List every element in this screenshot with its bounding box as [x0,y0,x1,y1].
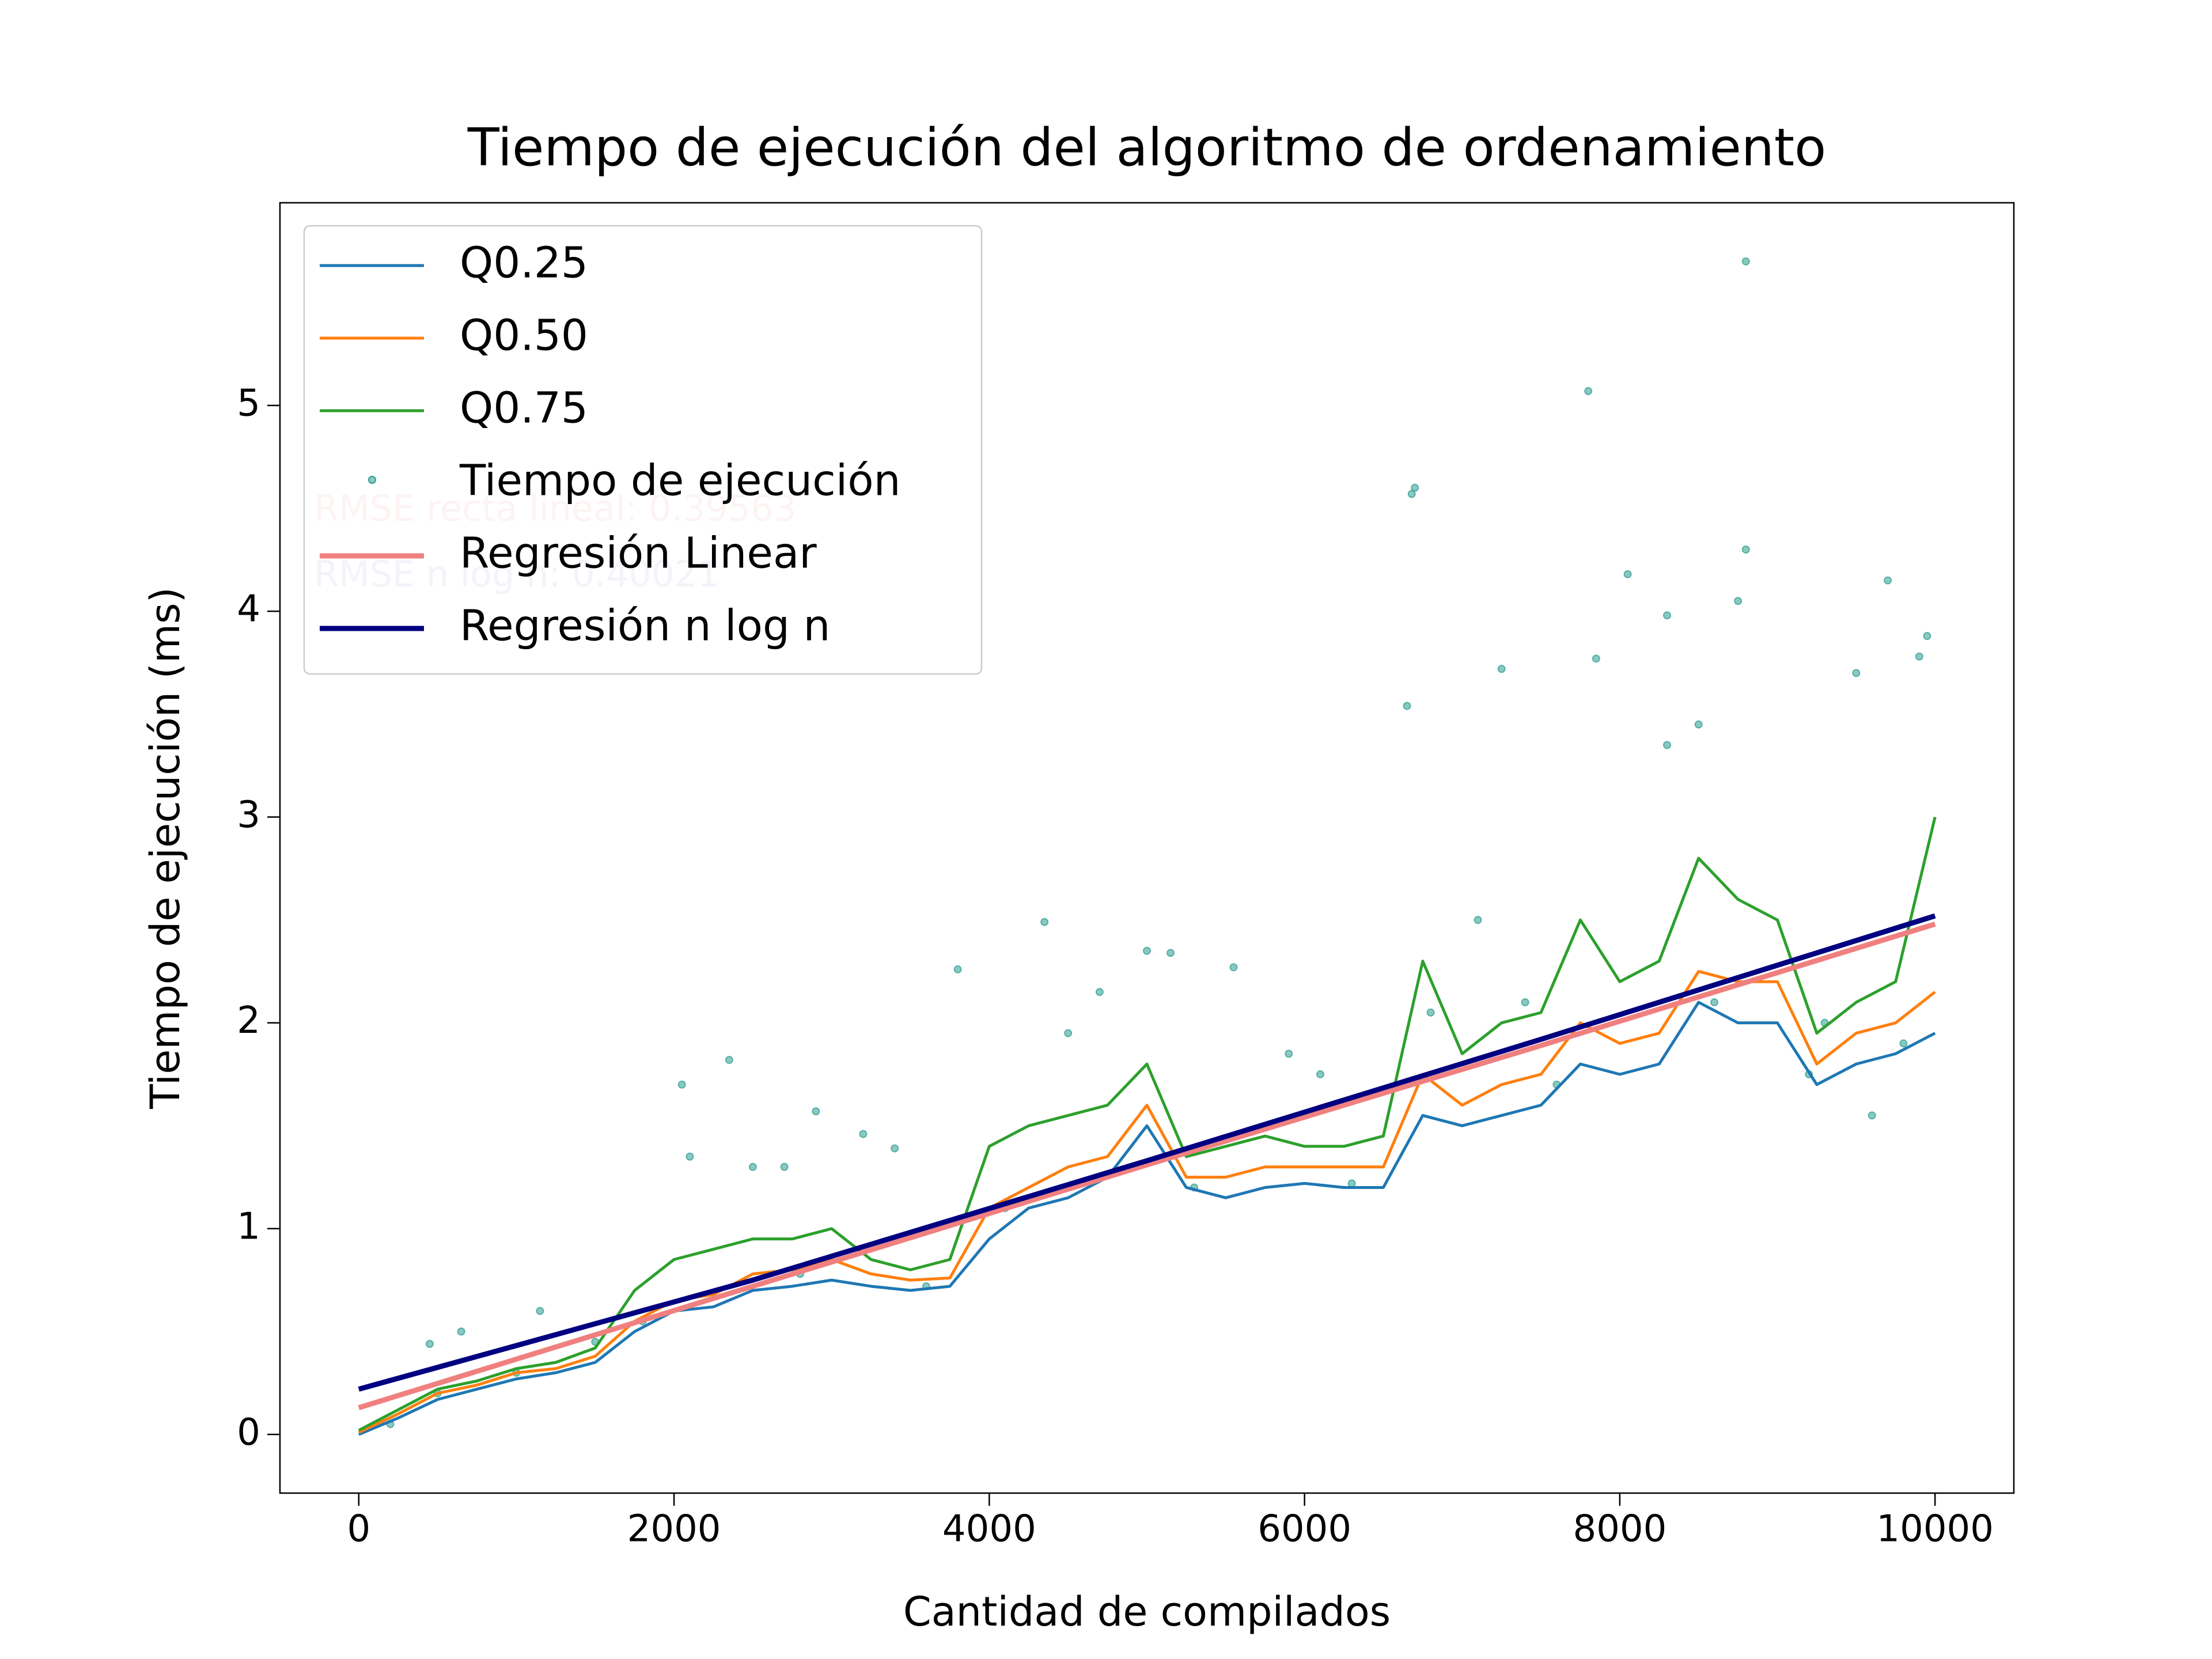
legend-label: Q0.50 [460,311,588,361]
scatter-point [1285,1050,1293,1058]
scatter-point [1741,257,1750,266]
scatter-point [1884,576,1892,585]
scatter-point [1710,998,1719,1006]
chart-title: Tiempo de ejecución del algoritmo de ord… [467,118,1826,178]
x-tick-label: 0 [347,1508,370,1551]
scatter-point [1915,652,1923,661]
scatter-point [1143,946,1151,955]
scatter-point [1347,1179,1356,1188]
legend-label: Q0.25 [460,238,588,288]
scatter-point [1316,1070,1324,1078]
scatter-point [812,1107,820,1116]
scatter-point [457,1327,465,1336]
y-tick-label: 3 [237,794,260,836]
series-line [358,816,1937,1432]
scatter-point [891,1144,899,1153]
scatter-point [1064,1029,1073,1037]
scatter-point [1741,545,1750,554]
scatter-point [1474,916,1482,925]
scatter-point [1407,490,1416,498]
y-tick-label: 2 [237,999,260,1042]
scatter-point [1868,1111,1876,1120]
scatter-point [1166,949,1175,957]
scatter-point [1095,988,1104,997]
x-tick-label: 4000 [942,1508,1036,1551]
series-line [358,913,1936,1392]
series-line [358,1001,1936,1436]
scatter-point [1923,632,1931,641]
scatter-point [1663,611,1671,620]
x-tick-label: 8000 [1573,1508,1666,1551]
scatter-point [953,965,962,974]
scatter-point [677,1080,686,1089]
x-tick-label: 6000 [1257,1508,1351,1551]
x-tick-label: 10000 [1876,1508,1994,1551]
legend-marker [368,476,376,484]
scatter-point [1040,918,1049,926]
scatter-point [425,1339,434,1348]
series-line [358,921,1936,1411]
plot-area [358,257,1937,1436]
y-tick-label: 1 [237,1206,260,1248]
plot-frame [279,202,2015,1494]
scatter-point [1663,741,1671,749]
y-axis-label: Tiempo de ejecución (ms) [142,587,189,1109]
scatter-point [1497,665,1506,673]
legend-label: Tiempo de ejecución [459,456,901,506]
scatter-point [1623,570,1632,578]
scatter-point [1694,720,1703,729]
x-axis-label: Cantidad de compilados [903,1588,1391,1635]
scatter-point [1229,963,1238,972]
scatter-point [1426,1008,1435,1017]
scatter-point [1852,669,1861,677]
legend-label: Q0.75 [460,384,588,433]
scatter-point [1584,387,1593,395]
legend-label: Regresión Linear [460,529,817,578]
scatter-point [859,1130,868,1138]
x-tick-label: 2000 [627,1508,721,1551]
legend-label: Regresión n log n [460,601,830,651]
scatter-point [780,1162,789,1171]
scatter-point [1899,1039,1908,1048]
scatter-point [725,1055,733,1064]
scatter-point [1734,597,1743,605]
scatter-point [685,1152,694,1161]
scatter-point [1592,654,1600,663]
scatter-point [536,1306,544,1315]
y-tick-label: 4 [237,588,260,631]
scatter-point [1521,998,1529,1006]
legend-box [303,225,983,675]
scatter-point [1411,483,1419,492]
series-line [358,969,1936,1434]
y-tick-label: 5 [237,382,260,425]
y-tick-label: 0 [237,1411,260,1454]
scatter-point [1403,702,1411,710]
scatter-point [748,1162,757,1171]
